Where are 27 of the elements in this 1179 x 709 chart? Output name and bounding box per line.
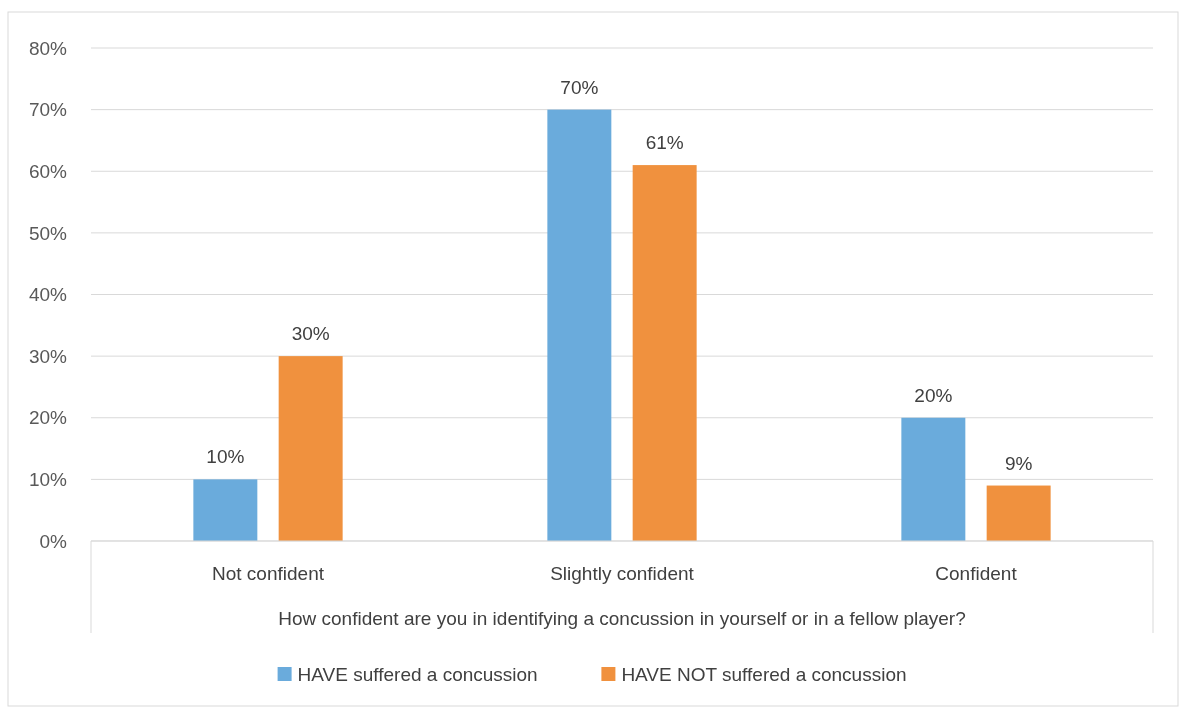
bar [547, 109, 612, 541]
y-tick-label: 30% [28, 345, 68, 367]
y-tick-label: 70% [28, 99, 68, 121]
y-tick-label: 80% [28, 37, 68, 59]
text: 9% [1004, 452, 1033, 474]
bar [193, 479, 258, 541]
y-tick-label: 40% [28, 284, 68, 306]
y-tick-label: 10% [28, 469, 68, 491]
x-axis-title: How confident are you in identifying a concussion in yourself or in a fellow player? [278, 608, 966, 629]
text: 20% [914, 384, 953, 406]
bar [278, 356, 343, 541]
x-tick-label: Not confident [212, 563, 325, 584]
bar [986, 485, 1051, 541]
legend-label: HAVE suffered a concussion [297, 663, 538, 685]
legend-label: HAVE NOT suffered a concussion [621, 663, 907, 685]
y-tick-label: 0% [39, 530, 68, 552]
bar [632, 165, 697, 541]
text: 10% [206, 446, 245, 468]
text: 70% [560, 76, 599, 98]
bar [901, 417, 966, 541]
y-tick-label: 60% [28, 160, 68, 182]
y-tick-label: 20% [28, 407, 68, 429]
text: 30% [291, 323, 330, 345]
y-tick-label: 50% [28, 222, 68, 244]
x-tick-label: Slightly confident [550, 563, 695, 584]
text: 61% [645, 132, 684, 154]
x-tick-label: Confident [935, 563, 1018, 584]
